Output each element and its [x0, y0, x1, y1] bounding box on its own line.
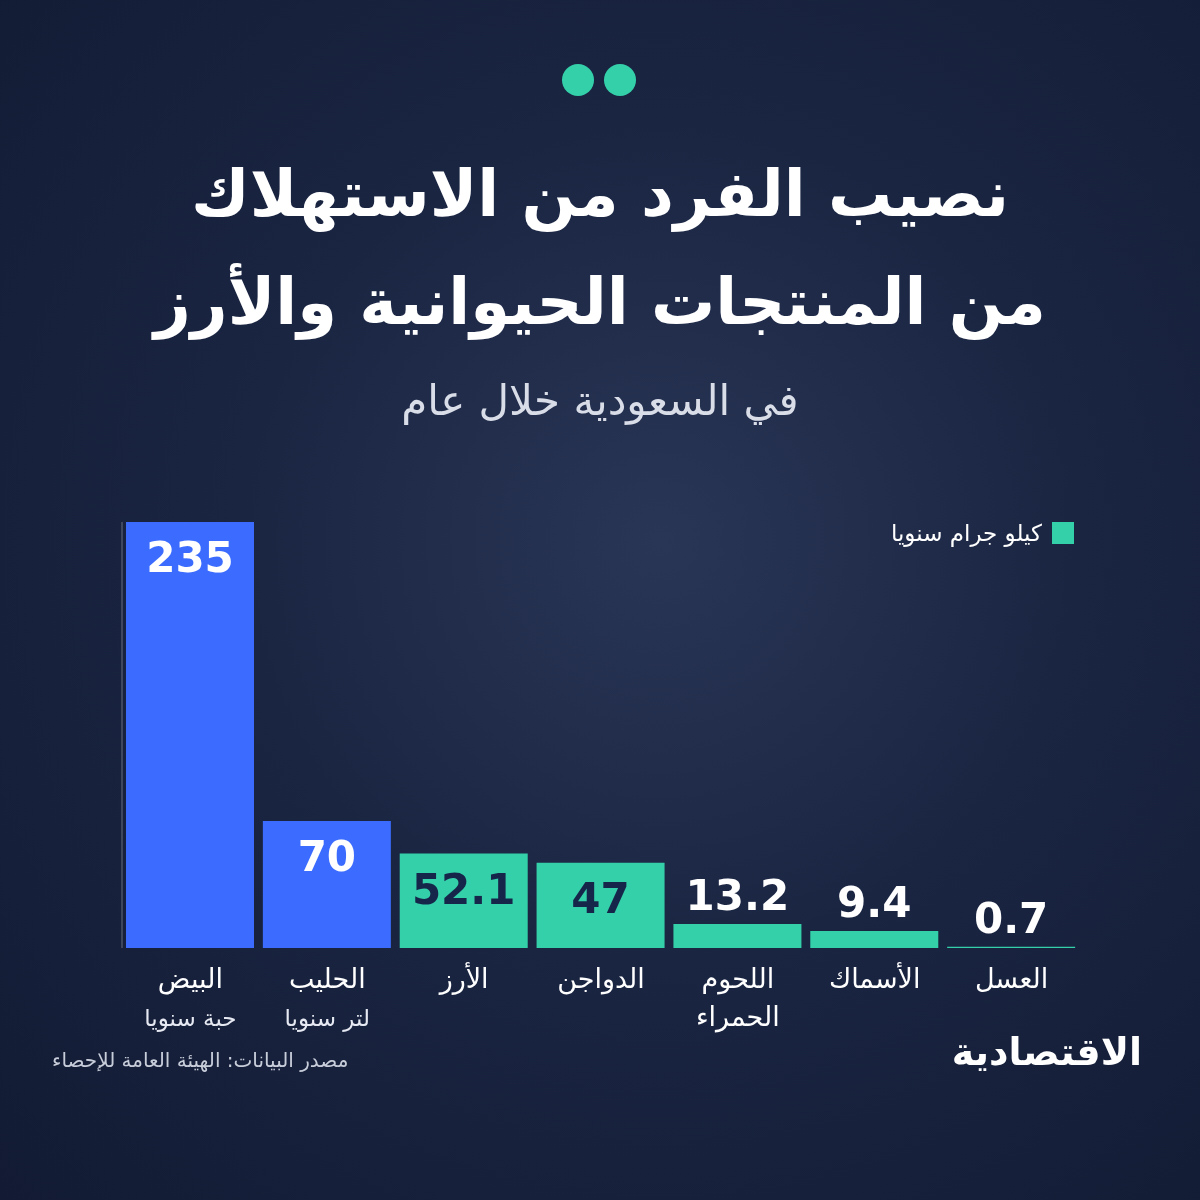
- html-text:كيلو جرام سنويا: كيلو جرام سنويا: [890, 520, 1042, 546]
- svg-text:البيض: البيض: [158, 963, 223, 995]
- svg-text:العسل: العسل: [975, 963, 1048, 994]
- svg-text:الحمراء: الحمراء: [696, 1001, 780, 1033]
- html-text:نصيب الفرد من الاستهلاك: نصيب الفرد من الاستهلاك: [191, 157, 1009, 231]
- svg-text:الحليب: الحليب: [289, 963, 366, 994]
- html-text:من المنتجات الحيوانية والأرز: من المنتجات الحيوانية والأرز: [154, 265, 1046, 339]
- svg-text:0.7: 0.7: [974, 894, 1048, 943]
- svg-text:حبة سنويا: حبة سنويا: [144, 1005, 236, 1032]
- svg-text:لتر سنويا: لتر سنويا: [285, 1005, 370, 1032]
- html-text:مصدر البيانات: الهيئة العامة ل: مصدر البيانات: الهيئة العامة للإحصاء: [52, 1048, 349, 1072]
- svg-text:235: 235: [146, 533, 234, 582]
- svg-text:9.4: 9.4: [837, 878, 911, 927]
- svg-text:الأسماك: الأسماك: [829, 961, 921, 994]
- svg-text:اللحوم: اللحوم: [701, 963, 774, 995]
- svg-text:70: 70: [298, 832, 356, 881]
- svg-text:52.1: 52.1: [412, 865, 516, 914]
- html-text:الاقتصادية: الاقتصادية: [951, 1030, 1142, 1074]
- svg-text:13.2: 13.2: [686, 871, 790, 920]
- svg-text:الأرز: الأرز: [438, 961, 489, 995]
- svg-text:47: 47: [571, 874, 629, 923]
- html-text:في السعودية خلال عام: في السعودية خلال عام: [401, 376, 799, 425]
- svg-text:الدواجن: الدواجن: [557, 963, 645, 995]
